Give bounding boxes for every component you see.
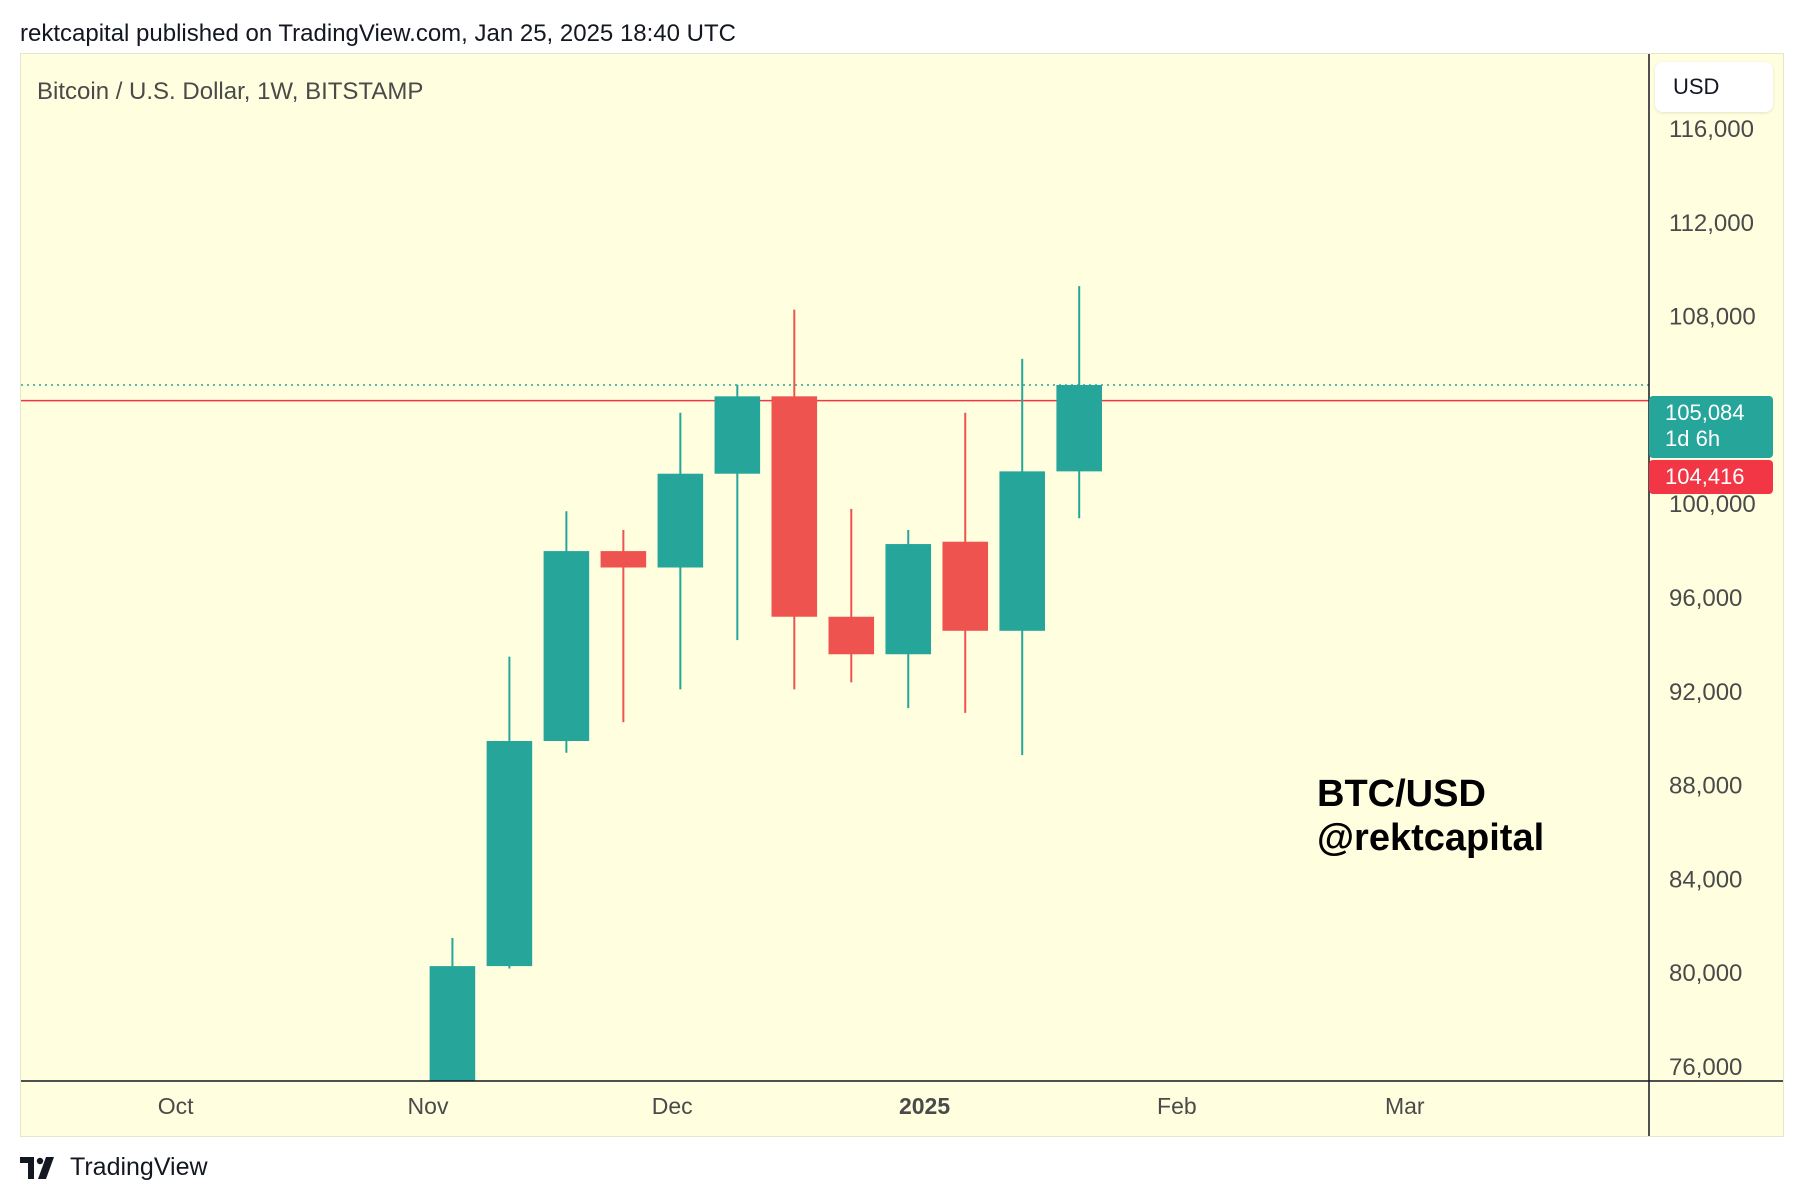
y-tick-label: 80,000 <box>1669 960 1742 987</box>
candle-2024-12-09 <box>714 384 761 641</box>
candle-2024-11-04 <box>429 937 476 1081</box>
footer-brand[interactable]: TradingView <box>70 1153 208 1181</box>
watermark-line1: BTC/USD <box>1317 773 1486 815</box>
candle-2025-01-13 <box>999 358 1046 756</box>
candle-2024-11-25 <box>600 529 647 723</box>
x-tick-label: Feb <box>1157 1093 1197 1119</box>
y-tick-label: 108,000 <box>1669 304 1756 331</box>
candle-body <box>429 966 476 1081</box>
candle-body <box>885 544 932 655</box>
countdown-label: 1d 6h <box>1665 426 1721 451</box>
candlestick-chart[interactable]: 76,000 80,000 84,000 88,000 92,000 96,000 100,… <box>21 54 1783 1136</box>
y-tick-label: 112,000 <box>1669 210 1754 237</box>
y-tick-label: 116,000 <box>1669 116 1754 143</box>
published-line: rektcapital published on TradingView.com… <box>20 20 736 47</box>
candle-body <box>600 551 647 568</box>
candle-body <box>771 396 818 617</box>
x-tick-label: Dec <box>652 1093 693 1119</box>
y-tick-label: 100,000 <box>1669 491 1756 518</box>
candle-body <box>657 473 704 568</box>
y-tick-label: 96,000 <box>1669 585 1742 612</box>
symbol-description[interactable]: Bitcoin / U.S. Dollar, 1W, BITSTAMP <box>37 78 424 105</box>
candle-body <box>486 741 533 967</box>
candle-2025-01-06 <box>942 412 989 713</box>
y-tick-label: 84,000 <box>1669 866 1742 893</box>
candle-2024-12-30 <box>885 529 932 709</box>
candle-2024-12-16 <box>771 309 818 690</box>
candle-body <box>942 541 989 631</box>
watermark-line2: @rektcapital <box>1317 817 1545 859</box>
candle-body <box>714 396 761 474</box>
watermark: BTC/USD @rektcapital <box>1317 772 1544 860</box>
footer: TradingView <box>20 1153 208 1182</box>
candle-body <box>543 551 590 742</box>
x-tick-label: Nov <box>408 1093 449 1119</box>
candle-body <box>999 471 1046 631</box>
previous-close-badge: 104,416 <box>1649 460 1773 494</box>
x-tick-label: 2025 <box>899 1093 950 1119</box>
currency-button[interactable]: USD <box>1655 62 1773 112</box>
y-tick-label: 76,000 <box>1669 1054 1742 1081</box>
candle-2024-12-02 <box>657 412 704 690</box>
candle-2025-01-20 <box>1056 286 1102 519</box>
candle-2024-12-23 <box>828 508 875 683</box>
candle-body <box>1056 384 1102 472</box>
x-tick-label: Mar <box>1385 1093 1425 1119</box>
candle-2024-11-11 <box>486 656 533 969</box>
tradingview-logo-icon[interactable] <box>20 1156 60 1179</box>
current-price-badge: 105,084 1d 6h <box>1649 396 1773 458</box>
current-price-label: 105,084 <box>1665 400 1745 425</box>
y-tick-label: 88,000 <box>1669 773 1742 800</box>
candle-body <box>828 616 875 655</box>
x-tick-label: Oct <box>158 1093 194 1119</box>
chart-panel[interactable]: 76,000 80,000 84,000 88,000 92,000 96,000 100,… <box>20 53 1784 1137</box>
candle-2024-11-18 <box>543 511 590 753</box>
y-tick-label: 92,000 <box>1669 679 1742 706</box>
